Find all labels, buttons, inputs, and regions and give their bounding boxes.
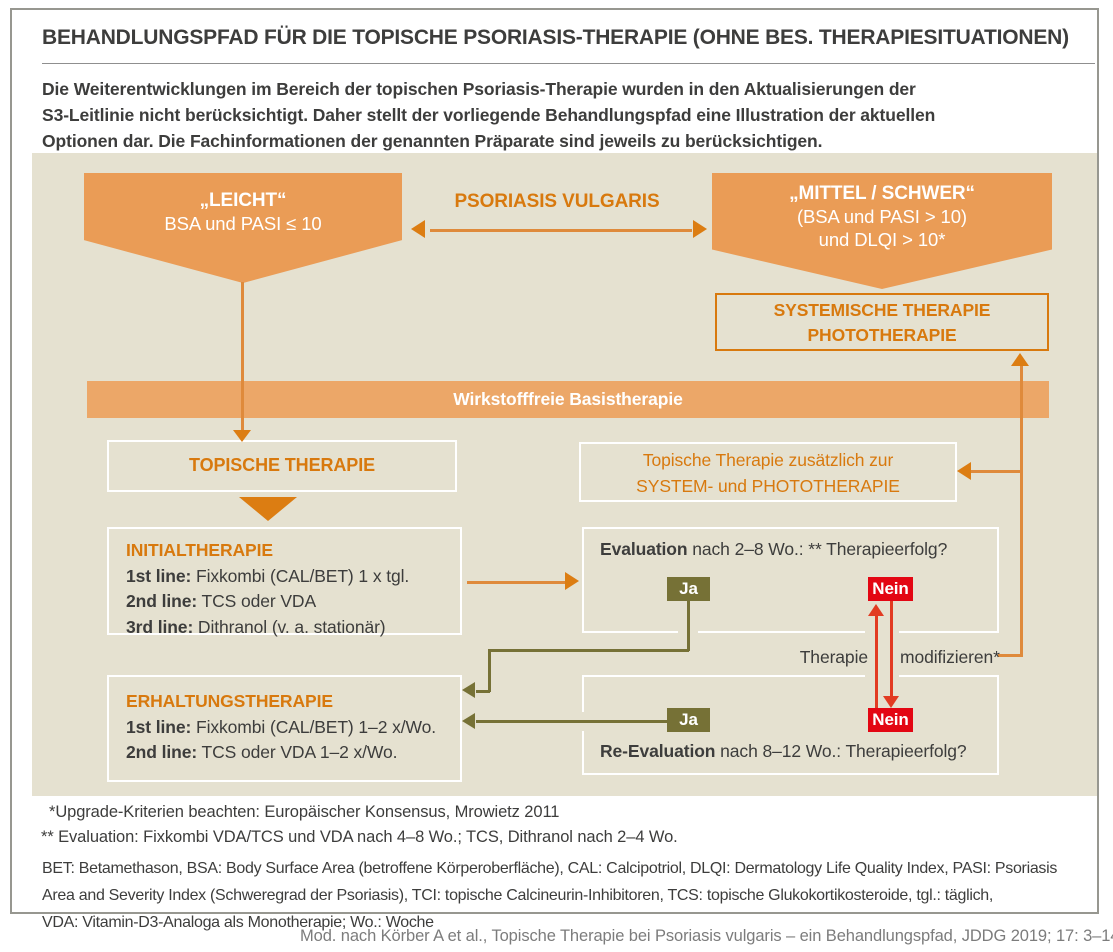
box-systemische-therapie: SYSTEMISCHE THERAPIE PHOTOTHERAPIE	[715, 293, 1049, 351]
initial-line-2: 2nd line: TCS oder VDA	[126, 591, 317, 611]
initial-line-3: 3rd line: Dithranol (v. a. stationär)	[126, 616, 386, 637]
footnote-upgrade-kriterien: *Upgrade-Kriterien beachten: Europäische…	[49, 803, 560, 821]
connector-ja1-down	[687, 601, 690, 651]
page-title: BEHANDLUNGSPFAD FÜR DIE TOPISCHE PSORIAS…	[42, 26, 1069, 49]
arrowhead-up-to-nein1	[868, 604, 884, 616]
triangle-down-icon	[239, 497, 297, 521]
systemische-line-2: PHOTOTHERAPIE	[807, 325, 957, 345]
intro-text: Die Weiterentwicklungen im Bereich der t…	[42, 76, 1087, 154]
badge-ja-evaluation: Ja	[667, 577, 710, 601]
node-mittel-criteria-2: und DLQI > 10*	[818, 229, 946, 250]
erhaltung-line-1: 1st line: Fixkombi (CAL/BET) 1–2 x/Wo.	[126, 716, 436, 737]
page-frame: BEHANDLUNGSPFAD FÜR DIE TOPISCHE PSORIAS…	[10, 8, 1099, 931]
border-gap-mask	[865, 628, 899, 636]
connector-ja1-horizontal	[488, 649, 689, 652]
node-mittel-title: „MITTEL / SCHWER“	[789, 183, 975, 204]
abbreviations-line-3: VDA: Vitamin-D3-Analoga als Monotherapie…	[42, 914, 434, 931]
box-erhaltungstherapie: ERHALTUNGSTHERAPIE 1st line: Fixkombi (C…	[107, 675, 462, 782]
connector-nein-down-line	[890, 601, 893, 696]
erhaltungstherapie-title: ERHALTUNGSTHERAPIE	[126, 691, 333, 711]
connector-ja2-horizontal	[476, 720, 668, 723]
node-mittel-criteria-1: (BSA und PASI > 10)	[796, 206, 967, 227]
source-line: Mod. nach Körber A et al., Topische Ther…	[300, 927, 1113, 945]
connector-branch-to-zusatz	[970, 470, 1022, 473]
arrowhead-left-to-erhaltung-1	[462, 682, 475, 698]
zusatz-line-2: SYSTEM- und PHOTOTHERAPIE	[636, 476, 900, 496]
box-topische-therapie: TOPISCHE THERAPIE	[107, 440, 457, 492]
box-topische-zusatz: Topische Therapie zusätzlich zur SYSTEM-…	[579, 442, 957, 502]
intro-line-2: S3-Leitlinie nicht berücksichtigt. Daher…	[42, 105, 936, 125]
label-therapie-modifizieren-1: Therapie	[799, 647, 868, 667]
zusatz-line-1: Topische Therapie zusätzlich zur	[642, 450, 894, 470]
connector-leicht-down	[241, 282, 244, 432]
badge-ja-reevaluation: Ja	[667, 708, 710, 732]
border-gap-mask	[865, 671, 899, 679]
node-leicht-title: „LEICHT“	[199, 190, 287, 211]
reevaluation-title: Re-Evaluation nach 8–12 Wo.: Therapieerf…	[600, 741, 967, 761]
erhaltung-line-2: 2nd line: TCS oder VDA 1–2 x/Wo.	[126, 742, 398, 762]
connector-ja1-stub	[476, 690, 490, 693]
arrowhead-left-to-leicht	[411, 220, 425, 238]
connector-modifizieren-stub	[998, 654, 1022, 657]
arrowhead-right-to-evaluation	[565, 572, 579, 590]
psoriasis-vulgaris-label: PSORIASIS VULGARIS	[454, 191, 660, 212]
connector-nein-up-line	[875, 616, 878, 710]
label-therapie-modifizieren-2: modifizieren*	[900, 647, 1000, 667]
arrowhead-right-to-mittel	[693, 220, 707, 238]
initial-line-1: 1st line: Fixkombi (CAL/BET) 1 x tgl.	[126, 565, 410, 586]
initialtherapie-title: INITIALTHERAPIE	[126, 540, 273, 560]
intro-line-1: Die Weiterentwicklungen im Bereich der t…	[42, 79, 916, 99]
systemische-line-1: SYSTEMISCHE THERAPIE	[773, 300, 991, 320]
evaluation-title: Evaluation nach 2–8 Wo.: ** Therapieerfo…	[600, 539, 948, 559]
box-evaluation	[582, 527, 999, 633]
bar-basistherapie: Wirkstofffreie Basistherapie	[87, 381, 1049, 418]
footnote-evaluation: ** Evaluation: Fixkombi VDA/TCS und VDA …	[41, 828, 678, 846]
title-divider	[42, 63, 1095, 64]
badge-nein-evaluation: Nein	[868, 577, 913, 601]
box-initialtherapie: INITIALTHERAPIE 1st line: Fixkombi (CAL/…	[107, 527, 462, 637]
node-leicht-criteria: BSA und PASI ≤ 10	[164, 213, 322, 234]
connector-modifizieren-up	[1020, 366, 1023, 657]
arrowhead-left-to-erhaltung-2	[462, 713, 475, 729]
connector-initial-to-evaluation	[467, 581, 567, 584]
arrowhead-down-to-nein2	[883, 696, 899, 708]
abbreviations: BET: Betamethason, BSA: Body Surface Are…	[42, 855, 1092, 936]
connector-severity-line	[430, 229, 692, 232]
arrowhead-up-to-systemische	[1011, 353, 1029, 366]
arrowhead-down-to-topische	[233, 430, 251, 442]
abbreviations-line-2: Area and Severity Index (Schweregrad der…	[42, 887, 994, 904]
abbreviations-line-1: BET: Betamethason, BSA: Body Surface Are…	[42, 860, 1058, 877]
badge-nein-reevaluation: Nein	[868, 708, 913, 732]
intro-line-3: Optionen dar. Die Fachinformationen der …	[42, 131, 823, 151]
connector-ja1-down-2	[488, 649, 491, 692]
arrowhead-left-to-zusatz	[957, 462, 971, 480]
